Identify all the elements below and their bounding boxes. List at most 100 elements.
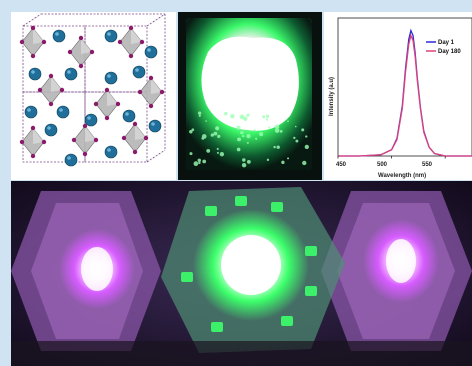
- x-tick-450: 450: [336, 162, 347, 168]
- film-speck: [239, 114, 245, 120]
- cation-atom: [84, 113, 98, 127]
- halide-atom: [41, 39, 47, 45]
- cation-atom: [64, 67, 78, 81]
- cation-atom: [52, 29, 66, 43]
- halide-atom: [132, 121, 138, 127]
- film-speck: [274, 128, 280, 133]
- cation-atom: [122, 109, 136, 123]
- film-speck: [201, 136, 205, 140]
- film-speck: [219, 151, 225, 157]
- cation-atom: [104, 71, 118, 85]
- board-pad: [205, 206, 217, 216]
- cation-atom: [144, 45, 158, 59]
- film-speck: [304, 144, 309, 150]
- halide-atom: [30, 153, 36, 159]
- led-board-left: [11, 191, 161, 351]
- film-speck: [246, 141, 249, 144]
- film-speck: [266, 158, 270, 161]
- film-speck: [198, 114, 201, 117]
- film-photo: [178, 12, 322, 180]
- series-group: [338, 28, 472, 157]
- halide-atom: [78, 63, 84, 69]
- halide-atom: [89, 49, 95, 55]
- crystal-structure-illustration: [19, 13, 166, 167]
- film-speck: [206, 148, 211, 153]
- halide-atom: [93, 101, 99, 107]
- board-pad: [305, 246, 317, 256]
- film-speck: [294, 125, 297, 128]
- cation-atom: [56, 105, 70, 119]
- halide-atom: [82, 123, 88, 129]
- film-speck: [193, 161, 199, 167]
- halide-atom: [148, 103, 154, 109]
- film-speck: [286, 157, 290, 160]
- legend: Day 1 Day 180: [426, 40, 461, 55]
- halide-atom: [128, 53, 134, 59]
- cation-group: [24, 29, 162, 167]
- legend-label-day180: Day 180: [438, 49, 461, 55]
- halide-atom: [48, 101, 54, 107]
- film-speck: [253, 129, 256, 132]
- board-pad: [281, 316, 293, 326]
- halide-atom: [143, 135, 149, 141]
- cation-atom: [28, 67, 42, 81]
- halide-atom: [48, 73, 54, 79]
- halide-atom: [148, 75, 154, 81]
- led-photo: [11, 181, 472, 366]
- film-speck: [246, 114, 249, 117]
- film-speck: [197, 158, 202, 163]
- film-speck: [216, 151, 219, 154]
- chart-canvas: Intensity (a.u) 450 500 550 Wavelength (…: [324, 12, 472, 180]
- film-speck: [191, 128, 195, 132]
- halide-atom: [128, 25, 134, 31]
- halide-atom: [117, 39, 123, 45]
- halide-atom: [30, 25, 36, 31]
- board-pad: [211, 322, 223, 332]
- halide-atom: [19, 139, 25, 145]
- pc-led-devices: [11, 181, 472, 366]
- halide-atom: [19, 39, 25, 45]
- film-speck: [259, 132, 264, 137]
- halide-atom: [159, 89, 165, 95]
- halide-atom: [137, 89, 143, 95]
- film-speck: [281, 160, 285, 164]
- film-speck: [273, 145, 276, 149]
- x-tick-500: 500: [377, 162, 388, 168]
- legend-label-day1: Day 1: [438, 40, 455, 46]
- halide-atom: [30, 53, 36, 59]
- film-speck: [265, 114, 270, 118]
- film-speck: [255, 137, 258, 140]
- film-speck: [236, 125, 241, 130]
- film-speck: [241, 162, 247, 168]
- halide-atom: [104, 87, 110, 93]
- cation-atom: [104, 145, 118, 159]
- film-speck: [215, 126, 220, 131]
- film-speck: [241, 134, 245, 138]
- board-pad: [305, 286, 317, 296]
- cation-atom: [44, 123, 58, 137]
- halide-atom: [59, 87, 65, 93]
- green-emitting-film: [178, 12, 322, 180]
- halide-atom: [82, 151, 88, 157]
- cation-atom: [64, 153, 78, 167]
- film-speck: [295, 139, 299, 143]
- film-speck: [236, 147, 241, 152]
- led-board-right: [321, 191, 472, 351]
- x-tick-550: 550: [422, 162, 433, 168]
- halide-atom: [67, 49, 73, 55]
- film-speck: [293, 136, 296, 140]
- halide-atom: [41, 139, 47, 145]
- film-speck: [224, 111, 228, 116]
- film-speck: [217, 134, 221, 138]
- film-speck: [243, 116, 248, 121]
- film-speck: [301, 128, 305, 132]
- x-axis-label: Wavelength (nm): [378, 173, 426, 179]
- y-axis-label: Intensity (a.u): [329, 77, 335, 116]
- film-speck: [240, 131, 244, 135]
- film-speck: [305, 135, 308, 138]
- film-speck: [268, 126, 271, 129]
- film-speck: [198, 161, 201, 165]
- octahedra-group: [19, 25, 165, 159]
- series-line-day180: [338, 33, 472, 157]
